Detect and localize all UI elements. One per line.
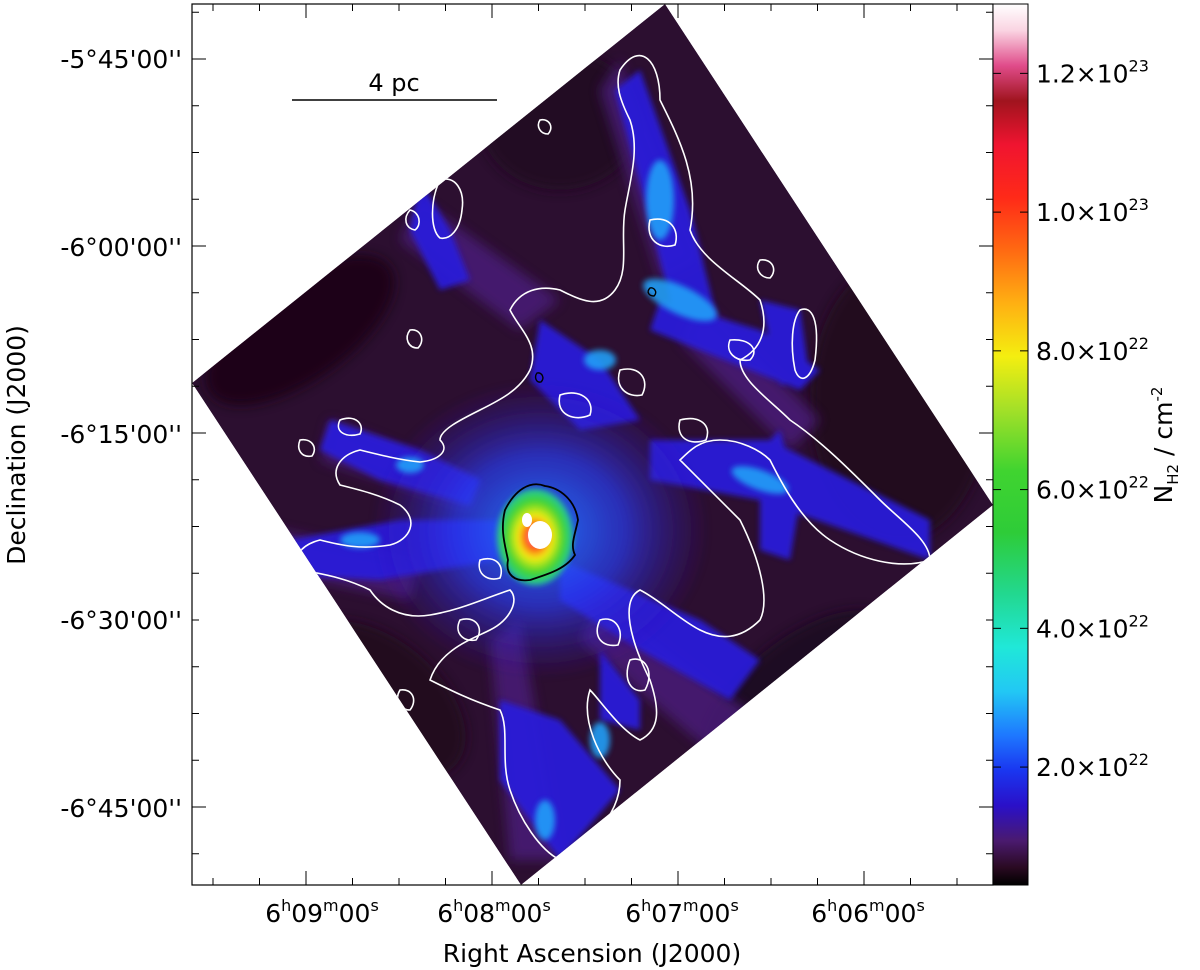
- x-tick-label: 6h08m00s: [437, 896, 551, 928]
- y-axis: -5°45'00'' -6°00'00'' -6°15'00'' -6°30'0…: [60, 45, 182, 823]
- colorbar-ticks: 2.0×1022 4.0×1022 6.0×1022 8.0×1022 1.0×1023…: [993, 56, 1149, 782]
- y-tick-label: -6°15'00'': [60, 420, 182, 449]
- y-tick-label: -6°45'00'': [60, 794, 182, 823]
- colorbar-tick-label: 8.0×1022: [1036, 334, 1149, 366]
- contour-low: [295, 54, 931, 861]
- colorbar-tick-label: 4.0×1022: [1036, 611, 1149, 643]
- colorbar-tick-label: 2.0×1022: [1036, 750, 1149, 782]
- scale-bar-label: 4 pc: [368, 69, 419, 97]
- column-density-map: [192, 4, 993, 885]
- x-tick-label: 6h09m00s: [265, 896, 379, 928]
- y-tick-label: -5°45'00'': [60, 45, 182, 74]
- x-axis-title: Right Ascension (J2000): [443, 939, 741, 968]
- minor-ticks: [192, 4, 993, 885]
- colorbar-title: NH2 / cm-2: [1148, 387, 1182, 504]
- x-axis: 6h09m00s 6h08m00s 6h07m00s 6h06m00s: [265, 896, 925, 928]
- contour-high-small-2: [647, 287, 657, 297]
- x-tick-label: 6h06m00s: [811, 896, 925, 928]
- y-tick-label: -6°30'00'': [60, 606, 182, 635]
- colorbar-tick-label: 6.0×1022: [1036, 473, 1149, 505]
- x-tick-label: 6h07m00s: [625, 896, 739, 928]
- scale-bar: 4 pc: [292, 69, 497, 101]
- contour-high: [502, 483, 579, 582]
- y-axis-title: Declination (J2000): [2, 325, 31, 565]
- colorbar: 2.0×1022 4.0×1022 6.0×1022 8.0×1022 1.0×1023…: [992, 3, 1182, 886]
- colorbar-tick-label: 1.0×1023: [1036, 195, 1149, 227]
- dense-core: [497, 489, 573, 585]
- y-tick-label: -6°00'00'': [60, 233, 182, 262]
- colorbar-gradient: [993, 4, 1028, 885]
- colorbar-tick-label: 1.2×1023: [1036, 56, 1149, 88]
- contour-high-small: [534, 372, 544, 383]
- colorbar-frame: [992, 3, 1029, 886]
